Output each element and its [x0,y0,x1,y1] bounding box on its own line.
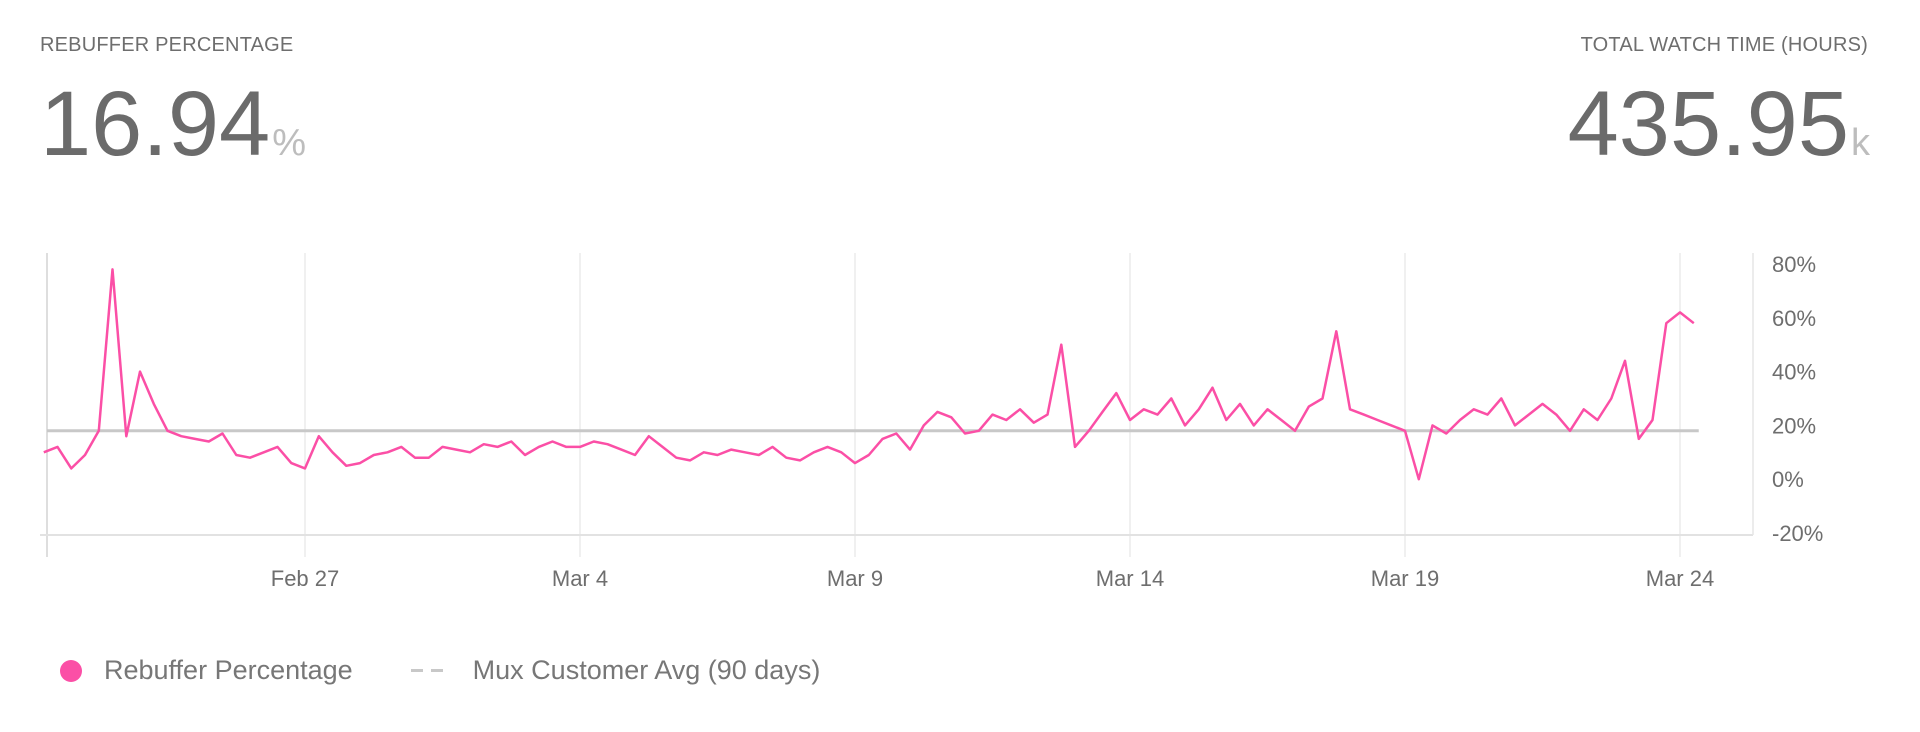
x-tick-label: Feb 27 [271,566,340,591]
legend: Rebuffer Percentage Mux Customer Avg (90… [60,655,820,686]
watch-time-number: 435.95 [1567,73,1849,175]
rebuffer-percentage-value: 16.94% [40,78,306,170]
x-tick-label: Mar 9 [827,566,883,591]
watch-time-unit: k [1851,122,1870,164]
rebuffer-series-line [43,268,1695,481]
legend-swatch-avg-dashed [410,669,451,672]
y-tick-label: 0% [1772,467,1804,492]
rebuffer-value-number: 16.94 [40,73,271,175]
x-tick-label: Mar 14 [1096,566,1164,591]
y-tick-label: 60% [1772,306,1816,331]
tick-labels: Feb 27 Mar 4 Mar 9 Mar 14 Mar 19 Mar 24 80% 60%… [271,252,1824,591]
legend-label-rebuffer[interactable]: Rebuffer Percentage [104,655,353,685]
x-tick-label: Mar 24 [1646,566,1714,591]
y-tick-label: -20% [1772,521,1823,546]
rebuffer-value-unit: % [272,122,307,164]
y-tick-label: 40% [1772,360,1816,385]
y-tick-label: 80% [1772,252,1816,277]
legend-swatch-rebuffer [60,659,82,682]
grid [304,253,1681,557]
axes [40,253,1754,557]
x-tick-label: Mar 19 [1371,566,1439,591]
rebuffer-percentage-label: REBUFFER PERCENTAGE [40,34,294,56]
total-watch-time-label: TOTAL WATCH TIME (HOURS) [1580,34,1868,56]
y-tick-label: 20% [1772,413,1816,438]
series [43,268,1699,481]
total-watch-time-value: 435.95k [1568,78,1870,170]
legend-label-avg[interactable]: Mux Customer Avg (90 days) [472,655,821,685]
x-tick-label: Mar 4 [552,566,608,591]
